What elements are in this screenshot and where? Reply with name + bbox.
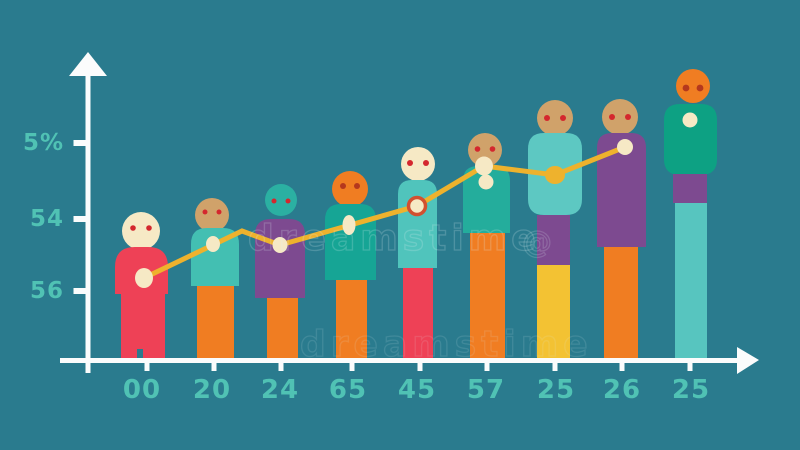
figure-eye bbox=[407, 160, 413, 166]
trend-line-marker bbox=[617, 139, 633, 155]
figure-eye bbox=[474, 146, 481, 152]
watermark-text: dreamstime bbox=[248, 218, 541, 259]
trend-line-marker bbox=[272, 237, 288, 253]
trend-line-ring-marker bbox=[406, 195, 428, 217]
figure-eye bbox=[340, 183, 346, 189]
person-figure-9 bbox=[664, 69, 717, 358]
figure-lower-segment bbox=[197, 286, 234, 358]
figure-lower-segment bbox=[403, 268, 433, 358]
trend-line-marker bbox=[135, 268, 153, 288]
x-axis-tick bbox=[144, 363, 150, 371]
figure-head bbox=[265, 184, 297, 216]
person-figure-3 bbox=[255, 184, 305, 358]
figure-head bbox=[332, 171, 368, 207]
x-axis-tick bbox=[417, 363, 423, 371]
figure-eye bbox=[560, 115, 566, 121]
figure-eye bbox=[285, 198, 291, 204]
figure-eye bbox=[216, 209, 222, 215]
x-axis-label: 26 bbox=[602, 375, 642, 405]
x-axis-label: 25 bbox=[671, 375, 711, 405]
figure-torso bbox=[664, 104, 717, 175]
figure-torso bbox=[463, 166, 510, 233]
y-axis-arrowhead-icon bbox=[69, 52, 107, 76]
figure-head bbox=[122, 212, 160, 250]
watermark-spiral-icon: @ bbox=[522, 225, 552, 260]
figure-head bbox=[401, 147, 435, 181]
trend-line-marker bbox=[545, 166, 565, 184]
axes bbox=[60, 52, 759, 374]
figure-lower-segment bbox=[537, 265, 570, 358]
figure-lower-segment bbox=[537, 215, 570, 265]
figure-head bbox=[537, 100, 573, 136]
y-axis-label: 54 bbox=[29, 206, 64, 232]
figure-eye bbox=[625, 114, 631, 120]
figure-eye bbox=[354, 183, 360, 189]
figure-eye bbox=[146, 225, 152, 231]
figure-eye bbox=[682, 84, 690, 92]
y-axis-tick bbox=[73, 216, 86, 222]
trend-line-marker bbox=[475, 156, 493, 176]
y-axis-label: 5% bbox=[22, 130, 64, 156]
figure-lower-segment bbox=[121, 294, 165, 358]
y-axis-label: 56 bbox=[29, 278, 64, 304]
figure-lower-segment bbox=[470, 233, 505, 358]
person-figure-2 bbox=[191, 198, 239, 358]
figure-eye bbox=[423, 160, 429, 166]
x-axis-label: 24 bbox=[260, 375, 300, 405]
figure-eye bbox=[271, 198, 277, 204]
figure-eye bbox=[609, 114, 615, 120]
figure-eye bbox=[489, 146, 496, 152]
y-axis-tick bbox=[73, 140, 86, 146]
x-axis-tick bbox=[278, 363, 284, 371]
x-axis-tick bbox=[552, 363, 558, 371]
y-axis-tick bbox=[73, 288, 86, 294]
figure-lower-segment bbox=[137, 349, 143, 358]
x-axis-label: 00 bbox=[122, 375, 162, 405]
x-axis-label: 25 bbox=[536, 375, 576, 405]
trend-line-marker bbox=[342, 215, 356, 235]
watermark-text: dreamstime bbox=[300, 324, 593, 365]
figure-chest-dot bbox=[478, 174, 494, 190]
trend-line-marker bbox=[206, 236, 220, 252]
x-axis-tick bbox=[687, 363, 693, 371]
x-axis-line bbox=[60, 358, 741, 363]
figure-torso bbox=[597, 133, 646, 247]
x-axis-label: 57 bbox=[466, 375, 506, 405]
x-axis-tick bbox=[484, 363, 490, 371]
figure-head bbox=[602, 99, 638, 135]
figure-torso bbox=[191, 228, 239, 286]
x-axis-label: 45 bbox=[397, 375, 437, 405]
figure-eye bbox=[202, 209, 208, 215]
y-axis-line bbox=[85, 72, 91, 373]
figure-eye bbox=[696, 84, 704, 92]
figure-lower-segment bbox=[675, 203, 707, 358]
figure-lower-segment bbox=[336, 280, 367, 358]
x-axis-label: 65 bbox=[328, 375, 368, 405]
figure-lower-segment bbox=[673, 174, 707, 203]
x-axis-arrowhead-icon bbox=[737, 347, 759, 374]
figure-head bbox=[195, 198, 229, 232]
figure-eye bbox=[544, 115, 550, 121]
figure-head bbox=[468, 133, 502, 167]
x-axis-tick bbox=[619, 363, 625, 371]
figure-chest-dot bbox=[682, 112, 698, 128]
figure-eye bbox=[130, 225, 136, 231]
figure-lower-segment bbox=[604, 247, 638, 358]
figure-head bbox=[676, 69, 710, 103]
x-axis-tick bbox=[211, 363, 217, 371]
person-figure-6 bbox=[463, 133, 510, 358]
x-axis-tick bbox=[349, 363, 355, 371]
x-axis-label: 20 bbox=[192, 375, 232, 405]
person-figure-8 bbox=[597, 99, 646, 358]
figure-lower-segment bbox=[267, 298, 298, 358]
